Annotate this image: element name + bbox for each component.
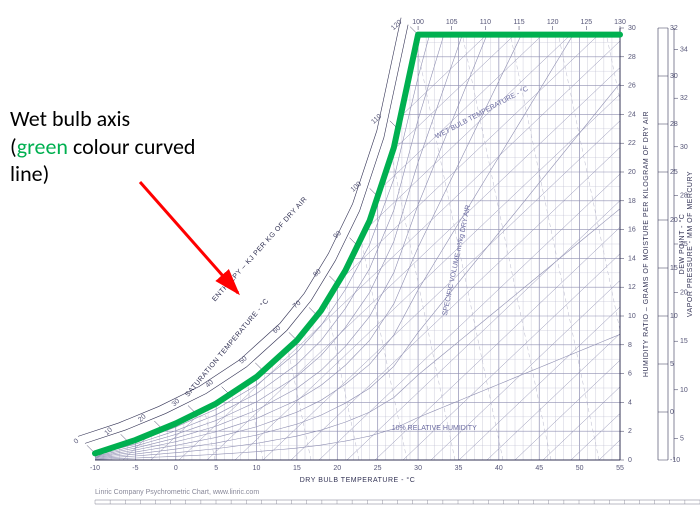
svg-text:4: 4 [628, 399, 632, 406]
annotation-arrow [140, 182, 238, 293]
svg-text:26: 26 [628, 83, 636, 90]
svg-text:5: 5 [680, 435, 684, 442]
svg-text:100: 100 [412, 19, 424, 26]
svg-text:30: 30 [628, 25, 636, 32]
svg-text:2: 2 [628, 428, 632, 435]
svg-text:8: 8 [628, 342, 632, 349]
svg-text:40: 40 [204, 379, 215, 389]
svg-text:15: 15 [293, 465, 301, 472]
svg-text:34: 34 [680, 47, 688, 54]
svg-text:110: 110 [370, 113, 383, 126]
svg-text:28: 28 [628, 54, 636, 61]
right-axis-vapor-label: VAPOR PRESSURE - MM OF MERCURY [687, 171, 694, 317]
svg-text:40: 40 [495, 465, 503, 472]
svg-text:70: 70 [292, 300, 303, 310]
svg-text:20: 20 [333, 465, 341, 472]
svg-text:10: 10 [680, 387, 688, 394]
svg-text:120: 120 [390, 19, 403, 32]
svg-text:0: 0 [670, 409, 674, 416]
svg-text:14: 14 [628, 255, 636, 262]
svg-text:-10: -10 [670, 457, 680, 464]
wet-bulb-internal-label: WET BULB TEMPERATURE - °C [434, 85, 530, 141]
svg-text:0: 0 [73, 438, 81, 446]
svg-text:24: 24 [628, 111, 636, 118]
svg-text:15: 15 [680, 338, 688, 345]
svg-text:20: 20 [628, 169, 636, 176]
svg-text:6: 6 [628, 371, 632, 378]
svg-text:30: 30 [414, 465, 422, 472]
svg-text:5: 5 [214, 465, 218, 472]
svg-text:10: 10 [253, 465, 261, 472]
enthalpy-diag-label: ENTHALPY – KJ PER KG OF DRY AIR [211, 196, 309, 303]
x-axis-label: DRY BULB TEMPERATURE - °C [300, 476, 416, 484]
svg-text:125: 125 [581, 19, 593, 26]
svg-text:0: 0 [174, 465, 178, 472]
svg-text:35: 35 [455, 465, 463, 472]
svg-text:16: 16 [628, 227, 636, 234]
svg-text:50: 50 [576, 465, 584, 472]
svg-text:55: 55 [616, 465, 624, 472]
svg-text:-5: -5 [132, 465, 138, 472]
svg-text:110: 110 [480, 19, 491, 26]
rh10-label: 10% RELATIVE HUMIDITY [392, 425, 477, 432]
chart-footer: Linric Company Psychrometric Chart, www.… [95, 489, 259, 496]
svg-text:45: 45 [535, 465, 543, 472]
chart-grid [39, 0, 700, 460]
svg-text:105: 105 [446, 19, 458, 26]
svg-text:25: 25 [374, 465, 382, 472]
svg-text:18: 18 [628, 198, 636, 205]
svg-text:120: 120 [547, 19, 559, 26]
specvol-label: SPECIFIC VOLUME m³/kg DRY AIR [442, 204, 472, 316]
svg-text:22: 22 [628, 140, 636, 147]
saturation-scale-label: SATURATION TEMPERATURE - °C [183, 297, 270, 399]
svg-text:80: 80 [312, 268, 323, 278]
svg-text:0: 0 [628, 457, 632, 464]
right-axis-humidity-label: HUMIDITY RATIO – GRAMS OF MOISTURE PER K… [643, 111, 650, 377]
svg-text:30: 30 [680, 144, 688, 151]
svg-text:-10: -10 [90, 465, 100, 472]
svg-text:130: 130 [614, 19, 626, 26]
svg-text:5: 5 [670, 361, 674, 368]
svg-text:32: 32 [680, 95, 688, 102]
svg-text:12: 12 [628, 284, 636, 291]
psychrometric-chart: -10-50510152025303540455055DRY BULB TEMP… [0, 0, 700, 513]
svg-text:10: 10 [628, 313, 636, 320]
svg-text:115: 115 [513, 19, 524, 26]
